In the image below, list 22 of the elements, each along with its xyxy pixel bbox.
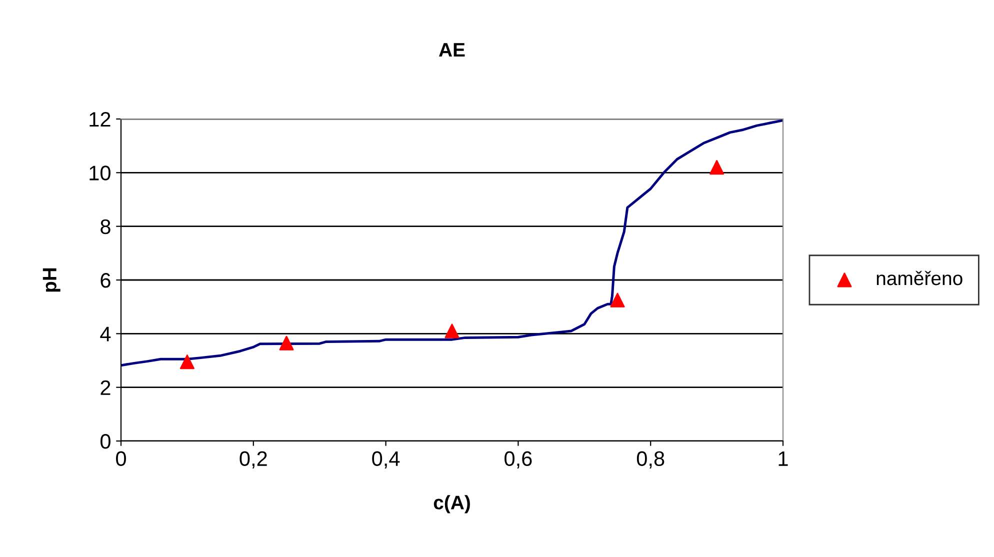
x-tick-label: 0,8 xyxy=(636,451,664,468)
point xyxy=(610,292,625,308)
point xyxy=(710,160,724,175)
y-tick-label: 10 xyxy=(90,166,110,180)
x-tick-label: 0 xyxy=(116,451,126,466)
x-tick-label: 0,4 xyxy=(372,451,400,468)
chart-title: AE xyxy=(438,43,465,56)
y-tick-label: 4 xyxy=(100,326,111,342)
y-tick-label: 12 xyxy=(90,112,110,127)
y-tick-label: 6 xyxy=(100,273,110,288)
y-tick-label: 2 xyxy=(100,380,110,395)
y-axis-title: pH xyxy=(42,268,60,292)
legend-label: naměřeno xyxy=(876,270,962,286)
point xyxy=(444,324,460,338)
point xyxy=(180,354,194,370)
x-tick-label: 1 xyxy=(778,451,788,466)
x-tick-label: 0,6 xyxy=(504,451,532,468)
x-tick-label: 0,2 xyxy=(240,451,267,468)
y-tick-label: 0 xyxy=(100,434,110,449)
y-tick-label: 8 xyxy=(100,219,110,234)
x-axis-title: c(A) xyxy=(434,495,470,514)
point xyxy=(279,336,294,350)
